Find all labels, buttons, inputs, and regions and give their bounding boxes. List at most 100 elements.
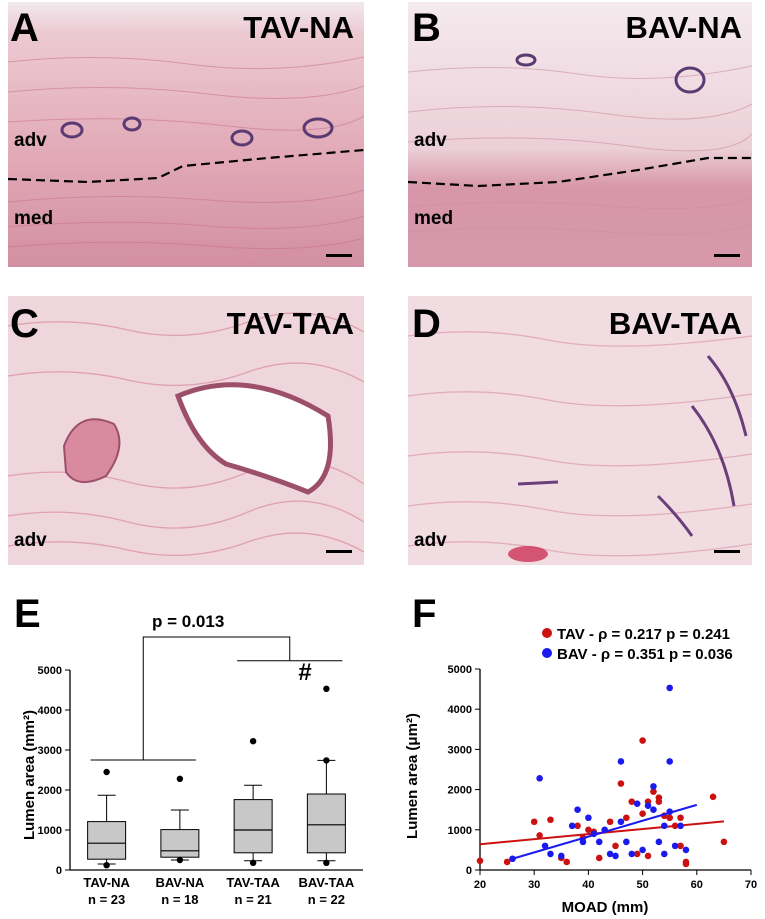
tav-point bbox=[639, 810, 646, 818]
bracket-comparison bbox=[142, 636, 291, 760]
tav-point bbox=[595, 854, 603, 862]
bav-point bbox=[677, 822, 684, 830]
outlier-point bbox=[323, 685, 330, 692]
panel-c-adv-label: adv bbox=[14, 530, 47, 551]
legend-tav-label: TAV - ρ = 0.217 p = 0.241 bbox=[557, 626, 730, 643]
outlier-point bbox=[323, 757, 330, 764]
bav-point bbox=[574, 806, 581, 813]
tav-point bbox=[628, 798, 636, 805]
outlier-point bbox=[249, 859, 257, 866]
bav-point bbox=[650, 783, 657, 790]
y-tick-label: 4000 bbox=[38, 705, 62, 717]
panel-b-med-label: med bbox=[414, 208, 454, 229]
legend-bav-marker bbox=[542, 648, 552, 658]
y-tick-label: 1000 bbox=[448, 825, 472, 837]
y-tick-label: 4000 bbox=[448, 704, 472, 716]
bav-point bbox=[579, 838, 587, 846]
panel-d-scale-bar bbox=[714, 550, 740, 553]
histology-image-d bbox=[408, 296, 752, 565]
y-tick-label: 5000 bbox=[38, 665, 62, 677]
panel-b-label: B bbox=[412, 6, 441, 50]
x-tick-label: 30 bbox=[528, 879, 540, 891]
bav-point bbox=[568, 822, 576, 830]
n-label: n = 23 bbox=[88, 892, 125, 907]
legend-tav-marker bbox=[542, 628, 552, 638]
x-axis-title: MOAD (mm) bbox=[562, 899, 649, 916]
bav-point bbox=[585, 814, 592, 822]
y-tick-label: 1000 bbox=[38, 825, 62, 837]
outlier-point bbox=[103, 768, 110, 776]
tav-point bbox=[682, 860, 690, 868]
tav-point bbox=[606, 818, 614, 826]
y-tick-label: 0 bbox=[466, 865, 472, 877]
box bbox=[306, 793, 346, 854]
outlier-point bbox=[249, 738, 257, 745]
outlier-point bbox=[323, 859, 330, 866]
panel-d-adv-label: adv bbox=[414, 530, 447, 551]
tav-point bbox=[666, 814, 673, 822]
tav-point bbox=[623, 814, 630, 822]
panel-a-adv-label: adv bbox=[14, 130, 47, 151]
panel-e-label: E bbox=[14, 592, 41, 636]
panel-a: A TAV-NA adv med bbox=[8, 2, 364, 267]
bav-point bbox=[541, 842, 549, 850]
panel-b-title: BAV-NA bbox=[625, 10, 742, 45]
outlier-point bbox=[176, 775, 184, 782]
bav-point bbox=[655, 838, 663, 846]
panel-c: C TAV-TAA adv bbox=[8, 296, 364, 565]
tav-point bbox=[530, 818, 538, 826]
panel-d: D BAV-TAA adv bbox=[408, 296, 752, 565]
bav-point bbox=[660, 850, 668, 858]
tav-point bbox=[617, 780, 625, 787]
bav-point bbox=[671, 842, 679, 850]
panel-a-label: A bbox=[10, 6, 39, 50]
panel-d-label: D bbox=[412, 302, 441, 346]
histology-image-a bbox=[8, 2, 364, 267]
panel-a-med-label: med bbox=[14, 208, 54, 229]
category-label: BAV-NA bbox=[155, 875, 204, 890]
tav-point bbox=[585, 826, 592, 834]
tav-point bbox=[720, 838, 728, 846]
outlier-point bbox=[103, 862, 110, 869]
histology-image-c bbox=[8, 296, 364, 565]
panel-b: B BAV-NA adv med bbox=[408, 2, 752, 267]
bav-trend-line bbox=[512, 803, 698, 860]
scatter-plot-chart: TAV - ρ = 0.217 p = 0.241 BAV - ρ = 0.35… bbox=[404, 626, 757, 916]
tav-point bbox=[655, 798, 663, 805]
bav-point bbox=[612, 852, 619, 860]
bav-point bbox=[666, 684, 673, 692]
y-axis-title-f: Lumen area (μm²) bbox=[404, 713, 421, 839]
bav-point bbox=[639, 846, 646, 854]
bav-point bbox=[628, 850, 636, 858]
tav-point bbox=[644, 852, 652, 860]
panel-c-title: TAV-TAA bbox=[226, 306, 354, 341]
x-tick-label: 40 bbox=[582, 879, 594, 891]
panel-a-title: TAV-NA bbox=[243, 10, 354, 45]
pvalue-annotation: p = 0.013 bbox=[152, 612, 224, 631]
bav-point bbox=[606, 850, 614, 858]
category-label: TAV-NA bbox=[83, 875, 130, 890]
tav-point bbox=[639, 737, 646, 744]
box bbox=[233, 799, 273, 854]
hash-annotation: # bbox=[298, 659, 311, 686]
tav-point bbox=[536, 832, 543, 839]
bav-point bbox=[682, 846, 690, 854]
category-label: BAV-TAA bbox=[298, 875, 354, 890]
y-tick-label: 2000 bbox=[448, 785, 472, 797]
x-tick-label: 60 bbox=[691, 879, 703, 891]
panel-c-scale-bar bbox=[326, 550, 352, 553]
y-axis-title: Lumen area (mm²) bbox=[21, 710, 38, 840]
tav-point bbox=[503, 858, 511, 866]
bav-point bbox=[558, 852, 565, 860]
bav-point bbox=[644, 802, 652, 809]
n-label: n = 18 bbox=[161, 892, 198, 907]
bav-point bbox=[536, 775, 543, 782]
n-label: n = 22 bbox=[308, 892, 345, 907]
x-tick-label: 50 bbox=[636, 879, 648, 891]
y-tick-label: 3000 bbox=[38, 745, 62, 757]
bav-point bbox=[547, 850, 554, 858]
tav-point bbox=[612, 842, 619, 850]
tav-point bbox=[633, 850, 641, 858]
x-tick-label: 70 bbox=[745, 879, 757, 891]
tav-point bbox=[547, 816, 554, 824]
